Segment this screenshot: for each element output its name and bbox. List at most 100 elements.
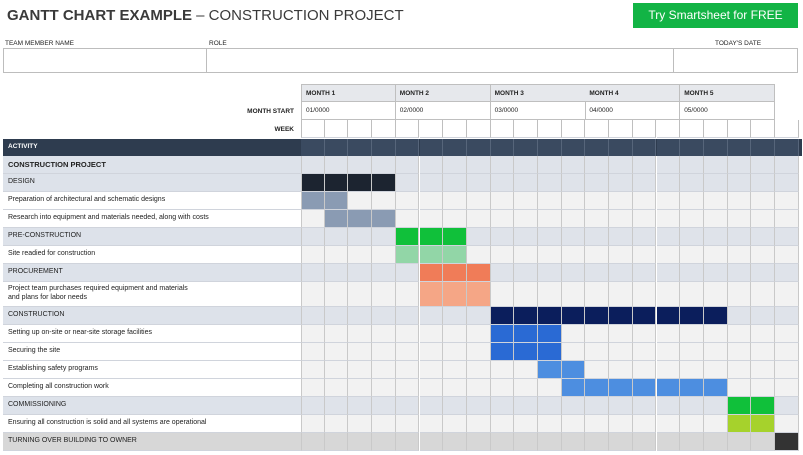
phase-label[interactable]: PROCUREMENT (3, 264, 301, 282)
timeline-cell[interactable] (703, 156, 728, 174)
timeline-cell[interactable] (751, 325, 775, 343)
timeline-cell[interactable] (443, 156, 467, 174)
timeline-cell[interactable] (372, 343, 396, 361)
timeline-cell[interactable] (348, 307, 373, 325)
timeline-cell[interactable] (680, 415, 704, 433)
timeline-cell[interactable] (443, 307, 467, 325)
timeline-cell[interactable] (775, 192, 799, 210)
timeline-cell[interactable] (561, 210, 586, 228)
gantt-bar-segment[interactable] (490, 307, 515, 325)
timeline-cell[interactable] (395, 264, 420, 282)
timeline-cell[interactable] (395, 174, 420, 192)
week-cell[interactable] (466, 120, 491, 138)
timeline-cell[interactable] (632, 397, 657, 415)
month-start-cell[interactable]: 03/0000 (490, 102, 586, 120)
week-cell[interactable] (324, 120, 349, 138)
timeline-cell[interactable] (585, 361, 610, 379)
timeline-cell[interactable] (395, 361, 420, 379)
timeline-cell[interactable] (538, 264, 562, 282)
timeline-cell[interactable] (656, 228, 681, 246)
timeline-cell[interactable] (466, 325, 491, 343)
timeline-cell[interactable] (301, 343, 325, 361)
timeline-cell[interactable] (703, 343, 728, 361)
timeline-cell[interactable] (561, 228, 586, 246)
timeline-cell[interactable] (703, 264, 728, 282)
timeline-cell[interactable] (775, 174, 799, 192)
timeline-cell[interactable] (419, 379, 444, 397)
timeline-cell[interactable] (348, 192, 373, 210)
timeline-cell[interactable] (703, 210, 728, 228)
timeline-cell[interactable] (348, 282, 373, 307)
timeline-cell[interactable] (680, 228, 704, 246)
timeline-cell[interactable] (751, 433, 775, 451)
timeline-cell[interactable] (609, 228, 633, 246)
timeline-cell[interactable] (301, 415, 325, 433)
timeline-cell[interactable] (656, 325, 681, 343)
timeline-cell[interactable] (348, 397, 373, 415)
timeline-cell[interactable] (632, 156, 657, 174)
timeline-cell[interactable] (775, 343, 799, 361)
timeline-cell[interactable] (680, 264, 704, 282)
week-cell[interactable] (561, 120, 586, 138)
timeline-cell[interactable] (656, 282, 681, 307)
timeline-cell[interactable] (372, 325, 396, 343)
timeline-cell[interactable] (727, 264, 752, 282)
timeline-cell[interactable] (538, 210, 562, 228)
timeline-cell[interactable] (538, 433, 562, 451)
timeline-cell[interactable] (585, 282, 610, 307)
timeline-cell[interactable] (443, 192, 467, 210)
timeline-cell[interactable] (395, 379, 420, 397)
timeline-cell[interactable] (609, 433, 633, 451)
phase-label[interactable]: DESIGN (3, 174, 301, 192)
timeline-cell[interactable] (632, 228, 657, 246)
phase-label[interactable]: COMMISSIONING (3, 397, 301, 415)
timeline-cell[interactable] (443, 415, 467, 433)
timeline-cell[interactable] (348, 246, 373, 264)
week-cell[interactable] (609, 120, 633, 138)
timeline-cell[interactable] (419, 307, 444, 325)
timeline-cell[interactable] (538, 228, 562, 246)
timeline-cell[interactable] (585, 228, 610, 246)
timeline-cell[interactable] (585, 156, 610, 174)
timeline-cell[interactable] (727, 433, 752, 451)
timeline-cell[interactable] (372, 433, 396, 451)
timeline-cell[interactable] (680, 325, 704, 343)
timeline-cell[interactable] (466, 246, 491, 264)
timeline-cell[interactable] (395, 156, 420, 174)
timeline-cell[interactable] (703, 192, 728, 210)
timeline-cell[interactable] (466, 415, 491, 433)
timeline-cell[interactable] (443, 210, 467, 228)
timeline-cell[interactable] (609, 325, 633, 343)
gantt-bar-segment[interactable] (443, 246, 467, 264)
timeline-cell[interactable] (751, 264, 775, 282)
timeline-cell[interactable] (514, 415, 538, 433)
timeline-cell[interactable] (466, 397, 491, 415)
timeline-cell[interactable] (490, 210, 515, 228)
timeline-cell[interactable] (775, 228, 799, 246)
timeline-cell[interactable] (466, 379, 491, 397)
timeline-cell[interactable] (514, 174, 538, 192)
team-member-field[interactable] (3, 48, 207, 73)
timeline-cell[interactable] (727, 282, 752, 307)
timeline-cell[interactable] (395, 210, 420, 228)
task-label[interactable]: Preparation of architectural and schemat… (3, 192, 301, 210)
week-cell[interactable] (632, 120, 657, 138)
timeline-cell[interactable] (395, 192, 420, 210)
gantt-bar-segment[interactable] (443, 228, 467, 246)
timeline-cell[interactable] (301, 210, 325, 228)
week-cell[interactable] (585, 120, 610, 138)
timeline-cell[interactable] (301, 397, 325, 415)
timeline-cell[interactable] (348, 415, 373, 433)
gantt-bar-segment[interactable] (561, 379, 586, 397)
timeline-cell[interactable] (324, 343, 349, 361)
timeline-cell[interactable] (680, 361, 704, 379)
timeline-cell[interactable] (466, 210, 491, 228)
timeline-cell[interactable] (514, 282, 538, 307)
phase-label[interactable]: CONSTRUCTION (3, 307, 301, 325)
gantt-bar-segment[interactable] (324, 174, 349, 192)
timeline-cell[interactable] (538, 282, 562, 307)
gantt-bar-segment[interactable] (514, 343, 538, 361)
timeline-cell[interactable] (656, 361, 681, 379)
timeline-cell[interactable] (561, 397, 586, 415)
timeline-cell[interactable] (348, 325, 373, 343)
